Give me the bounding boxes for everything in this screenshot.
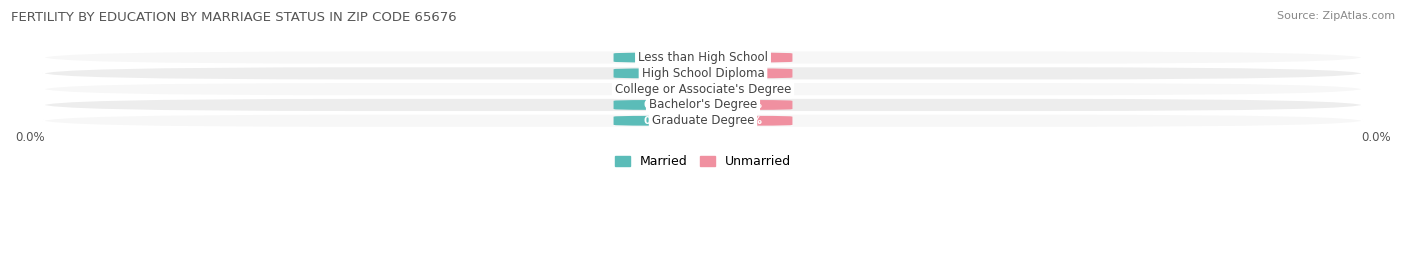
Text: 0.0%: 0.0% — [644, 116, 673, 126]
Text: Graduate Degree: Graduate Degree — [652, 114, 754, 127]
FancyBboxPatch shape — [613, 68, 703, 78]
Text: 0.0%: 0.0% — [15, 130, 45, 144]
Text: Bachelor's Degree: Bachelor's Degree — [650, 98, 756, 111]
FancyBboxPatch shape — [703, 116, 793, 126]
Text: 0.0%: 0.0% — [644, 68, 673, 78]
Text: 0.0%: 0.0% — [733, 116, 762, 126]
FancyBboxPatch shape — [703, 53, 793, 62]
FancyBboxPatch shape — [703, 68, 793, 78]
Text: 0.0%: 0.0% — [733, 68, 762, 78]
Text: 0.0%: 0.0% — [644, 84, 673, 94]
FancyBboxPatch shape — [42, 114, 1364, 128]
FancyBboxPatch shape — [613, 100, 703, 110]
FancyBboxPatch shape — [703, 100, 793, 110]
FancyBboxPatch shape — [42, 98, 1364, 112]
FancyBboxPatch shape — [613, 116, 703, 126]
FancyBboxPatch shape — [42, 66, 1364, 80]
Text: 0.0%: 0.0% — [1361, 130, 1391, 144]
Text: 0.0%: 0.0% — [733, 52, 762, 63]
FancyBboxPatch shape — [42, 82, 1364, 96]
FancyBboxPatch shape — [613, 84, 703, 94]
Text: 0.0%: 0.0% — [733, 84, 762, 94]
FancyBboxPatch shape — [42, 51, 1364, 65]
Text: College or Associate's Degree: College or Associate's Degree — [614, 83, 792, 96]
Text: 0.0%: 0.0% — [733, 100, 762, 110]
Text: High School Diploma: High School Diploma — [641, 67, 765, 80]
Text: Source: ZipAtlas.com: Source: ZipAtlas.com — [1277, 11, 1395, 21]
Legend: Married, Unmarried: Married, Unmarried — [614, 155, 792, 168]
FancyBboxPatch shape — [613, 53, 703, 62]
Text: Less than High School: Less than High School — [638, 51, 768, 64]
Text: 0.0%: 0.0% — [644, 52, 673, 63]
FancyBboxPatch shape — [703, 84, 793, 94]
Text: 0.0%: 0.0% — [644, 100, 673, 110]
Text: FERTILITY BY EDUCATION BY MARRIAGE STATUS IN ZIP CODE 65676: FERTILITY BY EDUCATION BY MARRIAGE STATU… — [11, 11, 457, 24]
